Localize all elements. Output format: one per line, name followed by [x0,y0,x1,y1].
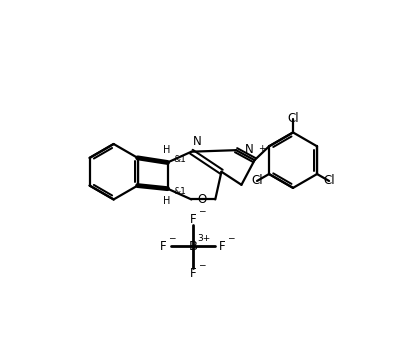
Text: 3+: 3+ [198,234,211,243]
Text: Cl: Cl [251,174,263,187]
Text: N: N [193,135,202,148]
Text: &1: &1 [173,187,186,196]
Text: Cl: Cl [287,112,299,125]
Text: F: F [190,213,196,226]
Text: O: O [198,193,207,206]
Text: &1: &1 [173,155,186,164]
Text: −: − [227,234,234,243]
Text: F: F [160,240,167,253]
Text: N: N [245,143,254,156]
Text: +: + [258,144,265,153]
Text: B: B [188,240,198,253]
Text: H: H [163,145,170,155]
Text: F: F [190,267,196,280]
Text: Cl: Cl [323,174,335,187]
Text: −: − [198,261,205,269]
Text: H: H [163,196,170,207]
Text: F: F [219,240,225,253]
Text: −: − [198,207,205,216]
Text: −: − [168,234,176,243]
